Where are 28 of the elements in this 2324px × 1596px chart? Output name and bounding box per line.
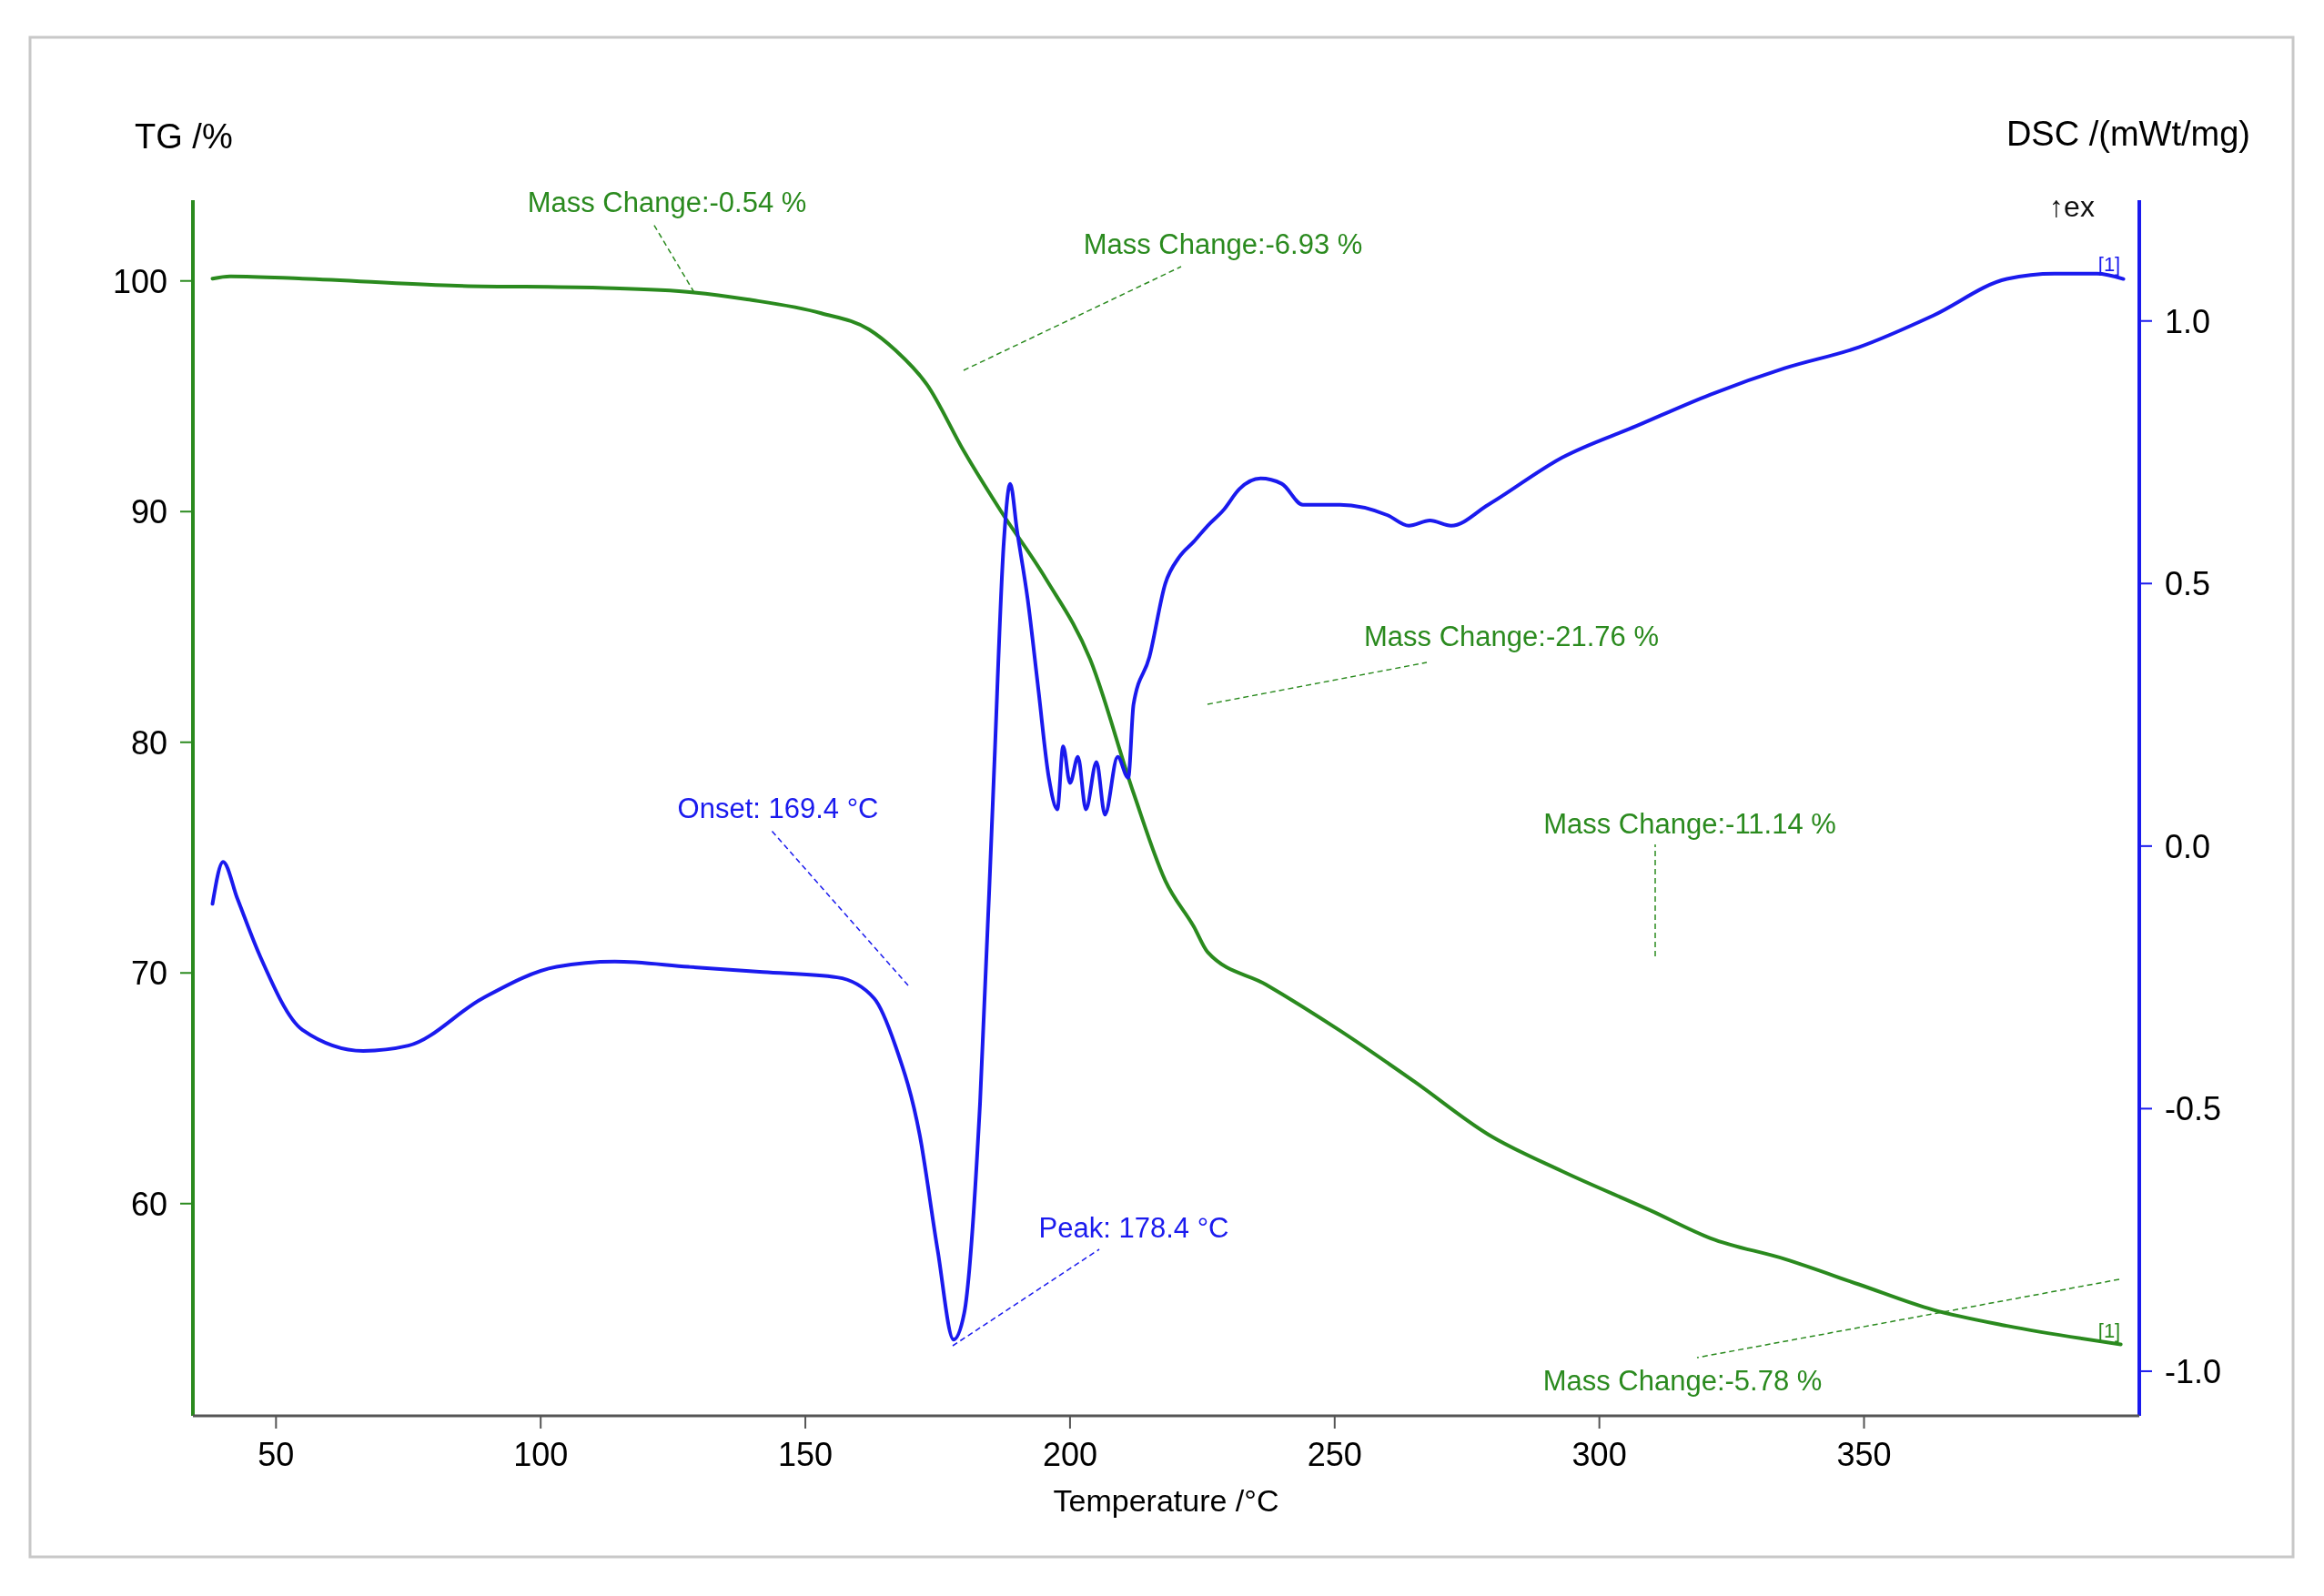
y-tick-label: 80 bbox=[130, 723, 167, 762]
x-tick-label: 350 bbox=[1836, 1436, 1892, 1473]
x-tick-label: 150 bbox=[778, 1436, 834, 1473]
y2-tick-label: -0.5 bbox=[2165, 1090, 2222, 1128]
x-tick-label: 200 bbox=[1042, 1436, 1097, 1473]
y2-tick-label: 0.5 bbox=[2165, 565, 2211, 603]
y-tick-label: 90 bbox=[130, 493, 167, 531]
annotation: Mass Change:-21.76 % bbox=[1364, 621, 1659, 652]
annotation: Onset: 169.4 °C bbox=[677, 793, 879, 824]
y-tick-label: 100 bbox=[112, 262, 167, 300]
annotation: Mass Change:-0.54 % bbox=[527, 187, 807, 218]
y2-tick-label: -1.0 bbox=[2165, 1352, 2222, 1390]
y2-axis-title: DSC /(mWt/mg) bbox=[2006, 115, 2250, 153]
y2-tick-label: 0.0 bbox=[2165, 827, 2211, 865]
x-tick-label: 100 bbox=[513, 1436, 569, 1473]
annotation: Mass Change:-5.78 % bbox=[1542, 1365, 1823, 1397]
x-tick-label: 250 bbox=[1307, 1436, 1362, 1473]
x-tick-label: 50 bbox=[258, 1436, 295, 1473]
annotation: Peak: 178.4 °C bbox=[1038, 1212, 1229, 1244]
y2-tick-label: 1.0 bbox=[2165, 302, 2211, 340]
x-tick-label: 300 bbox=[1571, 1436, 1627, 1473]
x-axis-title: Temperature /°C bbox=[1053, 1483, 1279, 1518]
y-axis-title: TG /% bbox=[135, 117, 233, 156]
annotation: ↑ex bbox=[2049, 190, 2095, 223]
annotation: Mass Change:-6.93 % bbox=[1083, 228, 1363, 260]
y-tick-label: 70 bbox=[130, 955, 167, 993]
y-tick-label: 60 bbox=[130, 1185, 167, 1223]
annotation: Mass Change:-11.14 % bbox=[1543, 808, 1836, 840]
